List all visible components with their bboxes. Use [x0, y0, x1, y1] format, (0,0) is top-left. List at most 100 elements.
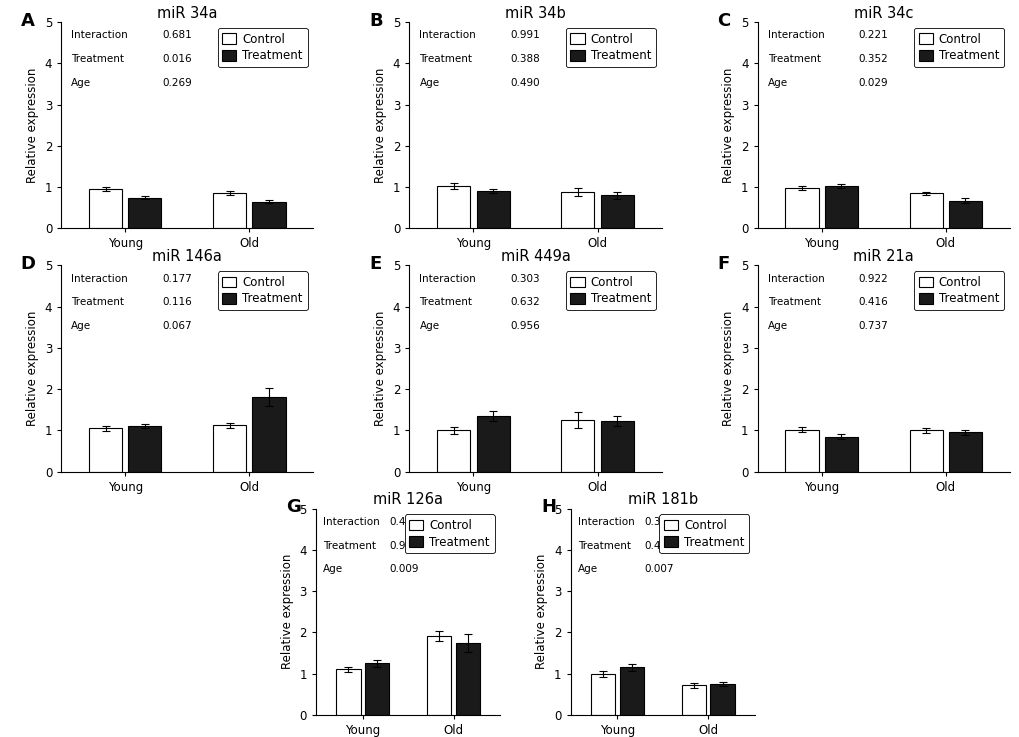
- Text: 0.388: 0.388: [510, 54, 539, 64]
- Text: Age: Age: [578, 565, 597, 574]
- Title: miR 126a: miR 126a: [373, 492, 442, 507]
- Bar: [681, 685, 705, 715]
- Text: Treatment: Treatment: [71, 297, 124, 307]
- Text: H: H: [540, 498, 555, 516]
- Text: Age: Age: [767, 78, 787, 88]
- Text: Treatment: Treatment: [419, 54, 472, 64]
- Text: G: G: [286, 498, 301, 516]
- Text: F: F: [716, 255, 729, 273]
- Text: Treatment: Treatment: [767, 54, 820, 64]
- Text: 0.352: 0.352: [858, 54, 888, 64]
- Text: Age: Age: [71, 78, 92, 88]
- Legend: Control, Treatment: Control, Treatment: [217, 28, 308, 67]
- Bar: [948, 200, 981, 228]
- Legend: Control, Treatment: Control, Treatment: [405, 514, 494, 553]
- Text: 0.632: 0.632: [510, 297, 539, 307]
- Bar: [824, 186, 857, 228]
- Text: D: D: [20, 255, 36, 273]
- Text: 0.991: 0.991: [510, 30, 539, 41]
- Text: 0.681: 0.681: [162, 30, 192, 41]
- Text: 0.958: 0.958: [389, 540, 419, 551]
- Text: Treatment: Treatment: [578, 540, 631, 551]
- Legend: Control, Treatment: Control, Treatment: [913, 28, 1003, 67]
- Bar: [620, 668, 643, 715]
- Y-axis label: Relative expression: Relative expression: [26, 68, 39, 183]
- Y-axis label: Relative expression: Relative expression: [535, 554, 548, 669]
- Bar: [455, 643, 480, 715]
- Text: C: C: [716, 12, 730, 29]
- Title: miR 146a: miR 146a: [152, 249, 222, 264]
- Bar: [948, 433, 981, 472]
- Legend: Control, Treatment: Control, Treatment: [913, 271, 1003, 310]
- Text: B: B: [369, 12, 382, 29]
- Bar: [213, 425, 246, 472]
- Text: 0.351: 0.351: [644, 517, 674, 527]
- Text: 0.067: 0.067: [162, 321, 192, 331]
- Bar: [909, 193, 942, 228]
- Text: Treatment: Treatment: [323, 540, 376, 551]
- Text: Interaction: Interaction: [323, 517, 380, 527]
- Title: miR 181b: miR 181b: [627, 492, 697, 507]
- Text: 0.177: 0.177: [162, 273, 192, 284]
- Bar: [476, 416, 510, 472]
- Title: miR 21a: miR 21a: [853, 249, 913, 264]
- Bar: [336, 669, 360, 715]
- Bar: [476, 192, 510, 228]
- Text: 0.446: 0.446: [644, 540, 674, 551]
- Text: A: A: [20, 12, 35, 29]
- Bar: [213, 193, 246, 228]
- Text: Interaction: Interaction: [767, 273, 823, 284]
- Text: 0.221: 0.221: [858, 30, 888, 41]
- Bar: [128, 198, 161, 228]
- Bar: [785, 430, 817, 472]
- Text: Treatment: Treatment: [71, 54, 124, 64]
- Text: 0.416: 0.416: [858, 297, 888, 307]
- Text: Age: Age: [767, 321, 787, 331]
- Bar: [89, 189, 122, 228]
- Bar: [253, 202, 285, 228]
- Bar: [710, 684, 734, 715]
- Text: 0.269: 0.269: [162, 78, 192, 88]
- Y-axis label: Relative expression: Relative expression: [26, 311, 39, 426]
- Bar: [590, 674, 614, 715]
- Text: 0.303: 0.303: [510, 273, 539, 284]
- Text: 0.009: 0.009: [389, 565, 419, 574]
- Title: miR 34b: miR 34b: [504, 6, 566, 21]
- Text: Age: Age: [71, 321, 92, 331]
- Bar: [128, 426, 161, 472]
- Text: 0.497: 0.497: [389, 517, 419, 527]
- Legend: Control, Treatment: Control, Treatment: [566, 28, 655, 67]
- Text: Age: Age: [323, 565, 343, 574]
- Bar: [909, 430, 942, 472]
- Text: 0.737: 0.737: [858, 321, 888, 331]
- Text: E: E: [369, 255, 381, 273]
- Bar: [824, 436, 857, 472]
- Text: 0.029: 0.029: [858, 78, 888, 88]
- Bar: [785, 188, 817, 228]
- Text: 0.956: 0.956: [510, 321, 539, 331]
- Text: Interaction: Interaction: [578, 517, 634, 527]
- Y-axis label: Relative expression: Relative expression: [721, 311, 735, 426]
- Y-axis label: Relative expression: Relative expression: [721, 68, 735, 183]
- Legend: Control, Treatment: Control, Treatment: [566, 271, 655, 310]
- Legend: Control, Treatment: Control, Treatment: [217, 271, 308, 310]
- Text: 0.016: 0.016: [162, 54, 192, 64]
- Y-axis label: Relative expression: Relative expression: [280, 554, 293, 669]
- Title: miR 449a: miR 449a: [500, 249, 570, 264]
- Bar: [600, 195, 633, 228]
- Bar: [560, 420, 594, 472]
- Bar: [437, 430, 470, 472]
- Y-axis label: Relative expression: Relative expression: [374, 311, 387, 426]
- Bar: [253, 397, 285, 472]
- Text: 0.007: 0.007: [644, 565, 674, 574]
- Text: Interaction: Interaction: [767, 30, 823, 41]
- Legend: Control, Treatment: Control, Treatment: [658, 514, 749, 553]
- Text: Age: Age: [419, 321, 439, 331]
- Title: miR 34a: miR 34a: [157, 6, 217, 21]
- Y-axis label: Relative expression: Relative expression: [374, 68, 387, 183]
- Text: 0.922: 0.922: [858, 273, 888, 284]
- Bar: [89, 428, 122, 472]
- Title: miR 34c: miR 34c: [853, 6, 912, 21]
- Bar: [427, 635, 450, 715]
- Bar: [365, 663, 389, 715]
